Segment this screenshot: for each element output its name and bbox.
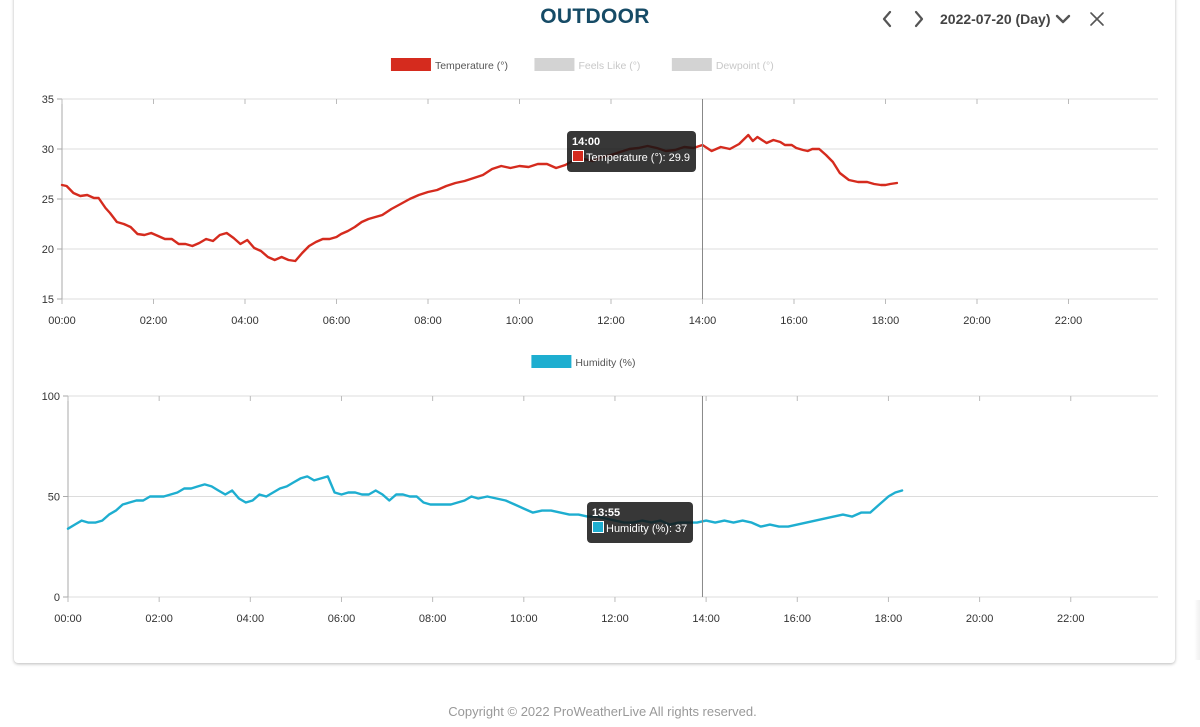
x-tick-label: 02:00 bbox=[145, 613, 173, 625]
tooltip-time: 14:00 bbox=[572, 136, 601, 148]
humidity-chart: 0 50 100 00:00 02:00 04:00 06:00 08:00 10:00 12:0… bbox=[42, 355, 1158, 625]
series-line bbox=[60, 133, 899, 263]
x-tick-label: 18:00 bbox=[872, 315, 900, 327]
x-tick-label: 18:00 bbox=[875, 613, 903, 625]
y-tick-label: 100 bbox=[42, 391, 60, 403]
date-dropdown-button[interactable] bbox=[1055, 8, 1071, 30]
x-tick-label: 00:00 bbox=[48, 315, 76, 327]
tooltip-swatch bbox=[592, 521, 604, 533]
y-tick-label: 20 bbox=[42, 244, 54, 256]
x-tick-label: 22:00 bbox=[1057, 613, 1085, 625]
x-tick-label: 02:00 bbox=[140, 315, 168, 327]
legend-swatch[interactable] bbox=[534, 58, 575, 71]
x-tick-label: 16:00 bbox=[780, 315, 808, 327]
x-tick-label: 20:00 bbox=[963, 315, 991, 327]
series-line bbox=[66, 475, 904, 530]
date-selector-label[interactable]: 2022-07-20 (Day) bbox=[940, 11, 1051, 27]
tooltip-time: 13:55 bbox=[592, 507, 621, 519]
x-tick-label: 06:00 bbox=[323, 315, 351, 327]
y-tick-label: 50 bbox=[48, 492, 60, 504]
x-tick-label: 04:00 bbox=[231, 315, 259, 327]
y-tick-label: 30 bbox=[42, 144, 54, 156]
y-tick-label: 35 bbox=[42, 94, 54, 106]
x-tick-label: 16:00 bbox=[784, 613, 812, 625]
x-tick-label: 14:00 bbox=[689, 315, 717, 327]
legend-item-label[interactable]: Humidity (%) bbox=[575, 357, 635, 369]
tooltip-value: Temperature (°): 29.9 bbox=[586, 152, 691, 164]
close-button[interactable] bbox=[1089, 8, 1105, 30]
copyright-footer: Copyright © 2022 ProWeatherLive All righ… bbox=[448, 704, 757, 719]
legend-item-label[interactable]: Feels Like (°) bbox=[578, 60, 640, 72]
x-tick-label: 06:00 bbox=[328, 613, 356, 625]
x-tick-label: 10:00 bbox=[510, 613, 538, 625]
x-tick-label: 12:00 bbox=[601, 613, 629, 625]
chevron-right-icon bbox=[914, 10, 924, 28]
legend-swatch[interactable] bbox=[390, 58, 431, 71]
chart-panel bbox=[14, 0, 1175, 663]
y-tick-label: 25 bbox=[42, 194, 54, 206]
tooltip-value: Humidity (%): 37 bbox=[606, 523, 688, 535]
x-tick-label: 14:00 bbox=[692, 613, 720, 625]
legend-item-label[interactable]: Temperature (°) bbox=[435, 60, 508, 72]
humidity-tooltip: 13:55 Humidity (%): 37 bbox=[587, 502, 694, 543]
x-tick-label: 20:00 bbox=[966, 613, 994, 625]
next-day-button[interactable] bbox=[912, 8, 926, 30]
temperature-tooltip: 14:00 Temperature (°): 29.9 bbox=[567, 131, 697, 172]
y-tick-label: 15 bbox=[42, 294, 54, 306]
legend-item-label[interactable]: Dewpoint (°) bbox=[716, 60, 774, 72]
x-tick-label: 04:00 bbox=[237, 613, 265, 625]
scroll-edge-shadow bbox=[1194, 600, 1200, 660]
legend-swatch[interactable] bbox=[531, 355, 572, 368]
tooltip-swatch bbox=[572, 150, 584, 162]
page-title: OUTDOOR bbox=[540, 5, 650, 28]
x-tick-label: 08:00 bbox=[419, 613, 447, 625]
chevron-left-icon bbox=[882, 10, 892, 28]
y-tick-label: 0 bbox=[54, 592, 60, 604]
close-icon bbox=[1090, 12, 1104, 26]
x-tick-label: 10:00 bbox=[506, 315, 534, 327]
prev-day-button[interactable] bbox=[880, 8, 894, 30]
chevron-down-icon bbox=[1055, 14, 1071, 24]
x-tick-label: 00:00 bbox=[54, 613, 82, 625]
legend-swatch[interactable] bbox=[671, 58, 712, 71]
x-tick-label: 12:00 bbox=[597, 315, 625, 327]
x-tick-label: 08:00 bbox=[414, 315, 442, 327]
x-tick-label: 22:00 bbox=[1055, 315, 1083, 327]
